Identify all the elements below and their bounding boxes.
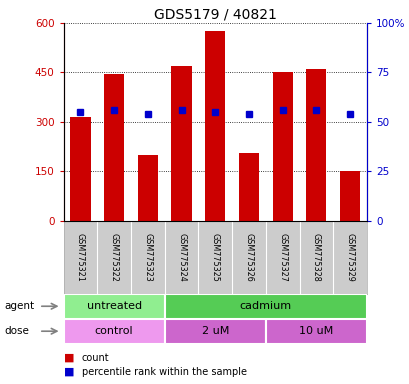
Text: 10 uM: 10 uM: [299, 326, 333, 336]
Bar: [204, 31, 225, 221]
Text: ■: ■: [63, 353, 77, 363]
Text: percentile rank within the sample: percentile rank within the sample: [82, 366, 246, 377]
Text: GSM775322: GSM775322: [109, 233, 118, 282]
Text: count: count: [82, 353, 109, 363]
Bar: [70, 117, 90, 221]
Text: GSM775327: GSM775327: [277, 233, 286, 282]
Bar: [339, 171, 360, 221]
Title: GDS5179 / 40821: GDS5179 / 40821: [153, 8, 276, 22]
Bar: [171, 66, 191, 221]
Bar: [306, 69, 326, 221]
Text: GSM775326: GSM775326: [244, 233, 253, 281]
Bar: [164, 319, 265, 344]
Text: GSM775321: GSM775321: [76, 233, 85, 281]
Bar: [63, 294, 164, 319]
Text: GSM775323: GSM775323: [143, 233, 152, 281]
Bar: [238, 153, 258, 221]
Text: dose: dose: [4, 326, 29, 336]
Text: GSM775324: GSM775324: [177, 233, 186, 281]
Bar: [137, 155, 157, 221]
Bar: [63, 319, 164, 344]
Text: 2 uM: 2 uM: [201, 326, 228, 336]
Text: untreated: untreated: [86, 301, 142, 311]
Text: agent: agent: [4, 301, 34, 311]
Text: control: control: [94, 326, 133, 336]
Text: GSM775328: GSM775328: [311, 233, 320, 281]
Bar: [265, 319, 366, 344]
Text: GSM775329: GSM775329: [345, 233, 354, 282]
Bar: [272, 73, 292, 221]
Text: GSM775325: GSM775325: [210, 233, 219, 282]
Bar: [164, 294, 366, 319]
Text: ■: ■: [63, 366, 77, 377]
Bar: [104, 74, 124, 221]
Text: cadmium: cadmium: [239, 301, 291, 311]
